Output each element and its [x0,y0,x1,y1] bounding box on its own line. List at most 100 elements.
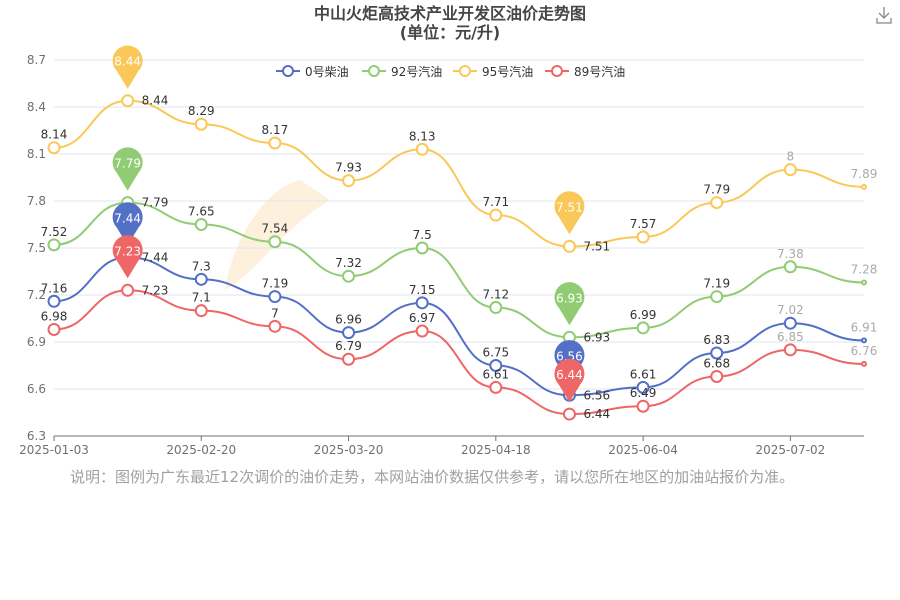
data-point [268,290,282,304]
y-tick-label: 8.1 [27,147,46,161]
data-label: 7.52 [41,225,68,239]
data-point [783,163,797,177]
data-point [194,272,208,286]
data-label: 6.91 [851,320,878,334]
marker-pin-label: 7.51 [556,200,583,214]
data-label: 7.79 [142,196,169,210]
x-tick-label: 2025-04-18 [461,443,531,457]
data-label: 6.61 [482,367,509,381]
marker-pin-label: 7.44 [114,211,141,225]
marker-pin-label: 6.56 [556,349,583,363]
data-point [194,218,208,231]
data-point [342,269,356,283]
data-label: 7.71 [482,195,509,209]
data-point [562,239,576,253]
marker-pin [112,147,143,191]
x-tick-label: 2025-07-02 [755,443,825,457]
data-point [415,324,429,338]
data-label: 8.44 [142,94,169,108]
series-line [53,201,865,339]
data-point [861,337,867,344]
data-label: 8.29 [188,104,215,118]
data-label: 6.49 [630,386,657,400]
legend-marker [282,65,294,77]
data-point [415,142,429,156]
data-point [489,301,503,315]
data-point [710,369,724,383]
data-label: 7.38 [777,247,804,261]
data-label: 7.15 [409,283,436,297]
data-point [562,407,576,421]
data-label: 7.57 [630,217,657,231]
marker-pin-label: 6.44 [556,368,583,382]
data-point [783,260,797,274]
marker-pin [554,358,585,403]
chart-note: 说明：图例为广东最近12次调价的油价走势，本网站油价数据仅供参考，请以您所在地区… [70,468,795,486]
data-label: 7.93 [335,161,362,175]
data-point [47,141,61,155]
data-point [415,241,429,255]
legend-marker [368,65,380,77]
data-label: 6.44 [583,407,610,421]
data-label: 7.89 [851,167,878,181]
data-point [783,343,797,357]
data-label: 7.3 [192,259,211,273]
data-label: 6.99 [630,308,657,322]
y-tick-label: 7.2 [27,288,46,302]
legend-marker [551,65,563,77]
data-label: 6.79 [335,339,362,353]
data-point [489,380,503,394]
y-tick-label: 6.9 [27,335,46,349]
data-point [710,196,724,210]
y-tick-label: 7.8 [27,194,46,208]
data-label: 7.16 [41,281,68,295]
data-point [710,346,724,360]
data-point [268,319,282,333]
data-label: 6.83 [703,333,730,347]
data-point [489,359,503,372]
data-point [47,238,61,252]
legend-label: 0号柴油 [305,65,349,79]
y-tick-label: 8.7 [27,53,46,67]
data-label: 6.68 [703,356,730,370]
data-label: 7 [271,306,279,320]
series-line [53,289,865,416]
data-point [194,304,208,318]
data-label: 7.44 [142,250,169,264]
x-tick-label: 2025-06-04 [608,443,678,457]
data-point [861,279,867,286]
watermark-logo [225,180,330,290]
data-label: 7.19 [703,277,730,291]
data-label: 7.65 [188,205,215,219]
data-point [710,290,724,304]
data-point [121,283,135,297]
data-point [194,117,208,131]
data-point [342,352,356,366]
marker-pin [112,202,143,246]
data-label: 7.32 [335,256,362,270]
data-point [415,296,429,310]
marker-pin-label: 7.79 [114,157,141,171]
legend-marker [459,65,471,77]
data-point [636,380,650,394]
data-label: 6.97 [409,311,436,325]
line-chart: 6.3 6.6 6.9 7.2 7.5 7.8 8.1 8.4 8.7 2025-01-03 202… [19,45,878,457]
subtitle-text: (单位：元/升) [399,23,501,42]
legend-label: 95号汽油 [482,64,533,79]
marker-pin-label: 6.93 [556,291,583,305]
data-label: 6.75 [482,346,509,360]
x-tick-label: 2025-01-03 [19,443,89,457]
data-point [342,326,356,340]
data-point [268,136,282,150]
y-tick-label: 6.6 [27,382,46,396]
data-label: 7.28 [851,262,878,276]
data-label: 6.85 [777,330,804,344]
data-label: 8 [787,150,795,164]
y-tick-label: 7.5 [27,241,46,255]
series-line [53,99,865,248]
chart-title: 中山火炬高技术产业开发区油价走势图 (单位：元/升) [0,4,900,42]
data-label: 7.19 [262,277,289,291]
data-label: 7.51 [583,239,610,253]
download-icon[interactable] [876,6,892,24]
data-point [121,94,135,108]
